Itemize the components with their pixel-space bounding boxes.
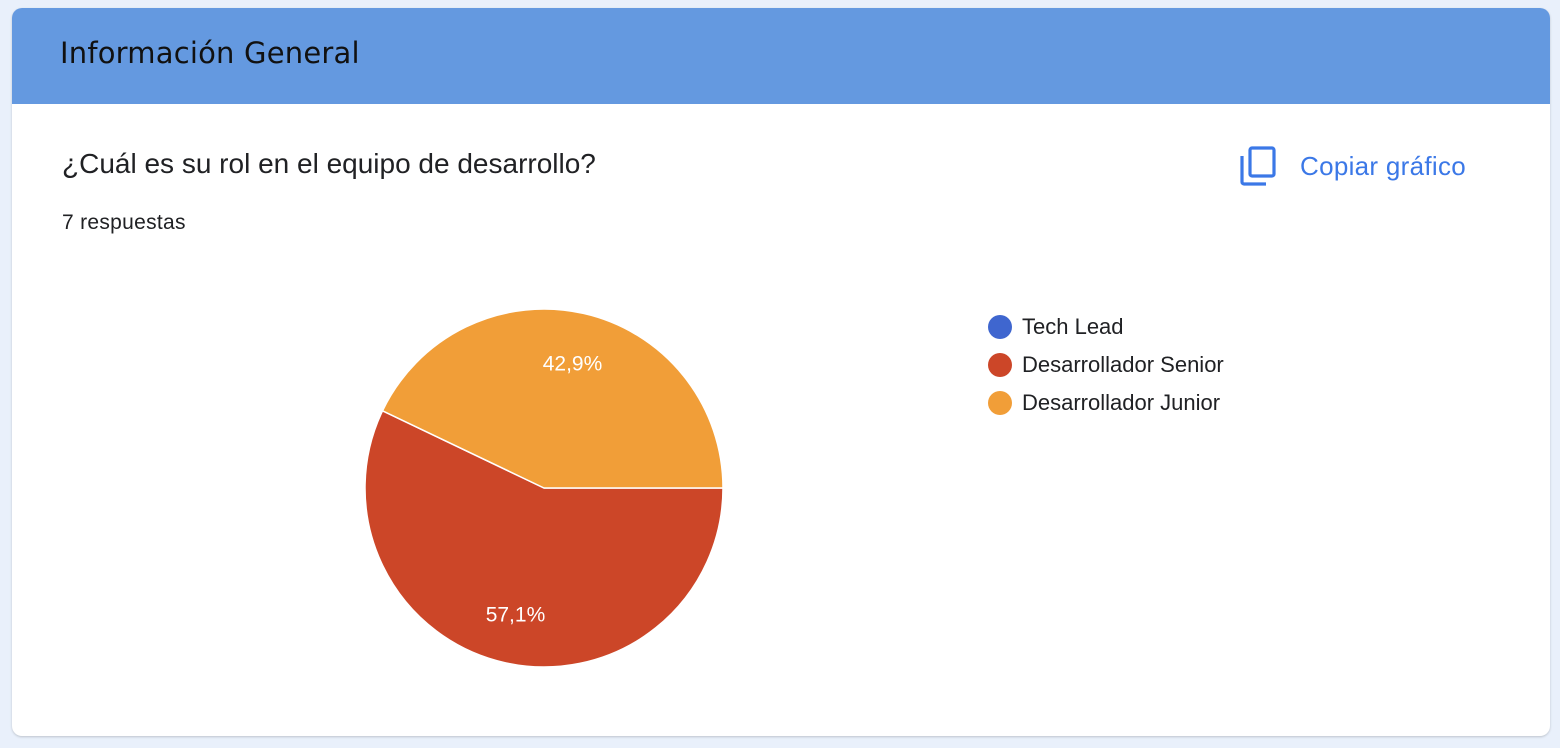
question-title: ¿Cuál es su rol en el equipo de desarrol… bbox=[62, 148, 596, 179]
legend-label: Desarrollador Senior bbox=[1022, 352, 1224, 377]
legend-item-desarrollador-senior[interactable]: Desarrollador Senior bbox=[988, 346, 1224, 384]
legend-label: Desarrollador Junior bbox=[1022, 390, 1221, 415]
section-header: Información General bbox=[12, 8, 1550, 104]
pie-slice-desarrollador-senior[interactable] bbox=[364, 409, 724, 668]
legend-item-tech-lead[interactable]: Tech Lead bbox=[988, 308, 1224, 346]
legend-label: Tech Lead bbox=[1022, 314, 1124, 339]
pie-label-desarrollador-senior: 57,1% bbox=[486, 604, 546, 627]
legend-item-desarrollador-junior[interactable]: Desarrollador Junior bbox=[988, 384, 1224, 422]
copy-icon bbox=[1238, 144, 1278, 188]
legend-swatch bbox=[988, 353, 1012, 377]
chart-legend: Tech Lead Desarrollador Senior Desarrollad… bbox=[988, 308, 1224, 422]
section-title: Información General bbox=[60, 36, 360, 70]
copy-chart-label: Copiar gráfico bbox=[1300, 150, 1467, 181]
copy-chart-button[interactable]: Copiar gráfico bbox=[1238, 144, 1466, 188]
pie-label-desarrollador-junior: 42,9% bbox=[543, 352, 603, 375]
legend-swatch bbox=[988, 391, 1012, 415]
legend-swatch bbox=[988, 315, 1012, 339]
response-count: 7 respuestas bbox=[62, 211, 186, 234]
question-card: Información General ¿Cuál es su rol en e… bbox=[12, 8, 1550, 736]
pie-slice-desarrollador-junior[interactable] bbox=[381, 308, 724, 489]
pie-chart: 57,1% 42,9% bbox=[364, 308, 724, 668]
